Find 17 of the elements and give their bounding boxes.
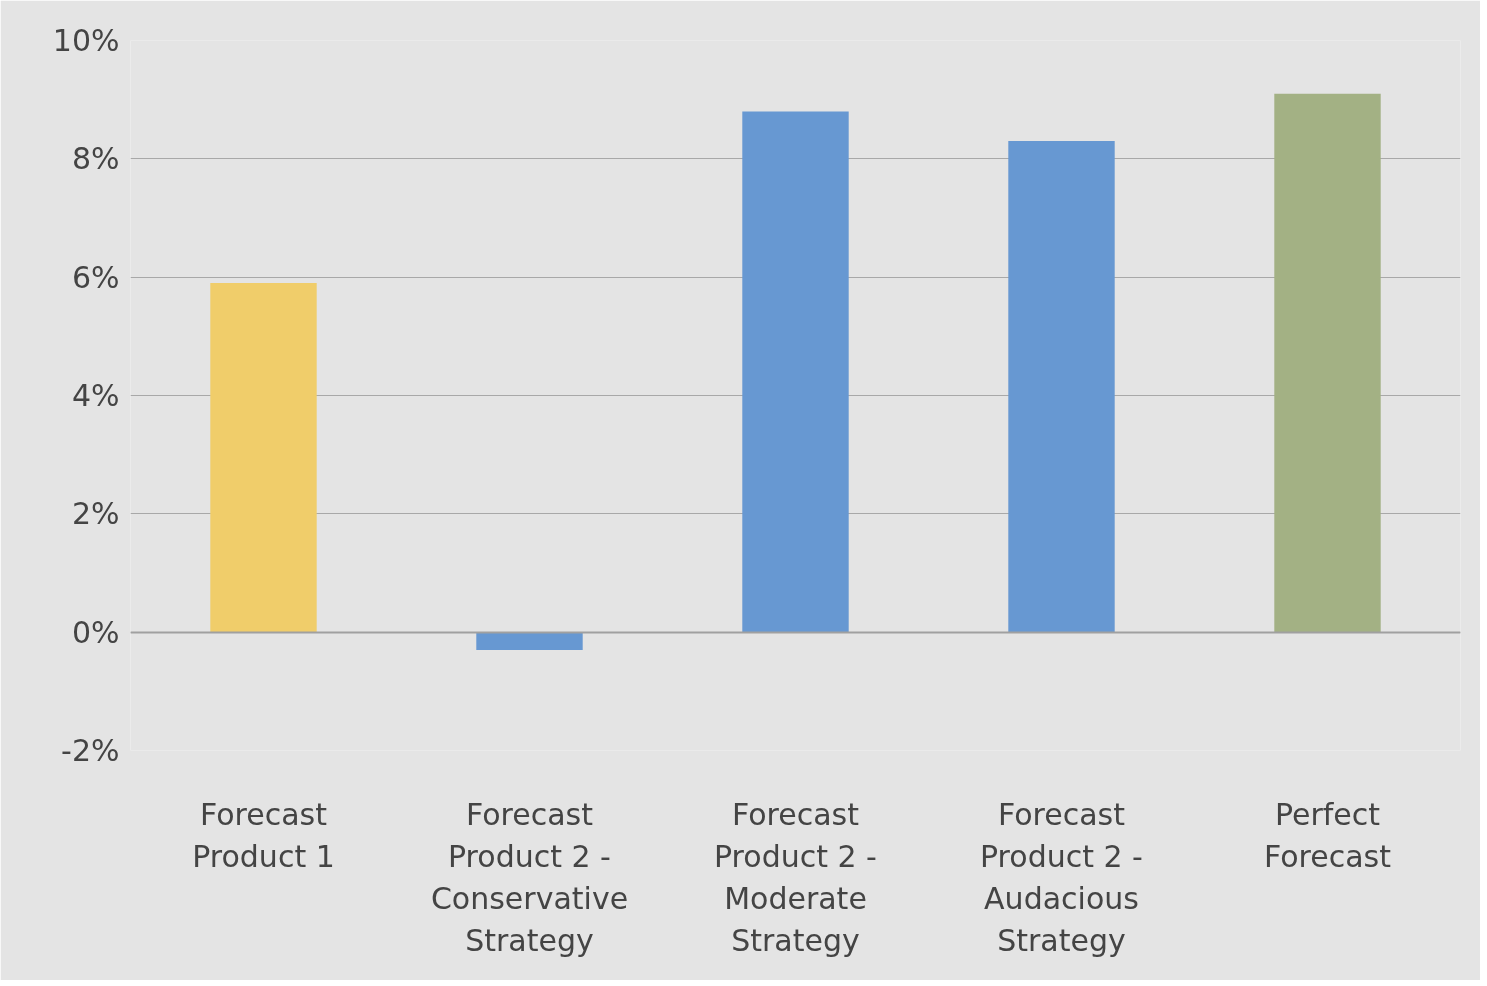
bar bbox=[476, 632, 583, 650]
y-tick-label: 10% bbox=[52, 23, 120, 58]
y-tick-label: 2% bbox=[71, 496, 120, 532]
y-tick-label: 4% bbox=[71, 378, 120, 413]
x-tick-label: Forecast Product 2 - Conservative Strategy bbox=[430, 796, 629, 958]
y-tick-label: -2% bbox=[61, 733, 120, 768]
x-tick-label: Forecast Product 2 - Audacious Strategy bbox=[980, 796, 1143, 958]
y-tick-label: 6% bbox=[71, 259, 120, 295]
x-tick-label: Forecast Product 1 bbox=[192, 796, 335, 874]
x-tick-label: Forecast Product 2 - Moderate Strategy bbox=[714, 796, 877, 958]
y-tick-label: 0% bbox=[71, 614, 120, 650]
y-tick-label: 8% bbox=[71, 141, 120, 177]
bar bbox=[210, 283, 317, 633]
x-tick-label: Perfect Forecast bbox=[1264, 796, 1392, 874]
bar bbox=[1274, 93, 1381, 633]
bar bbox=[1008, 141, 1115, 633]
bar bbox=[742, 111, 849, 633]
